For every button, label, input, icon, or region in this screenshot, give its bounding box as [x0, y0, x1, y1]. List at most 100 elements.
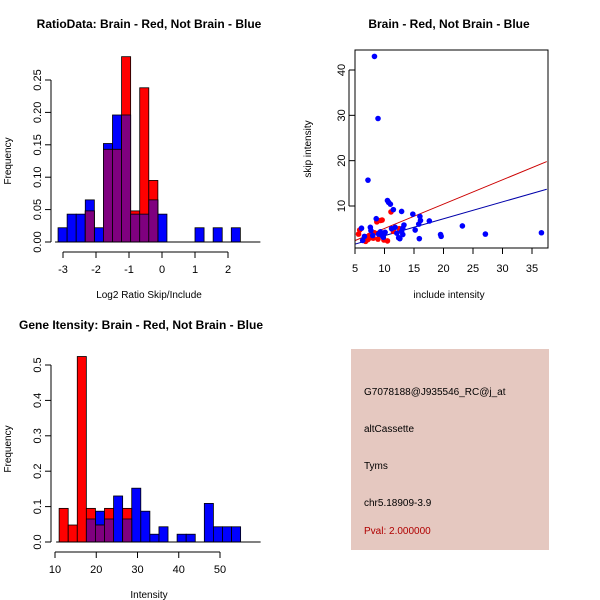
bar-overlap-3 — [85, 518, 96, 543]
bar-not-brain-13 — [222, 526, 232, 543]
point-not-brain-9 — [375, 115, 381, 122]
point-not-brain-5 — [368, 227, 374, 234]
x-tick-label: 2 — [225, 264, 231, 276]
point-not-brain-38 — [459, 223, 466, 229]
bar-not-brain-8 — [158, 526, 169, 543]
scatter-title: Brain - Red, Not Brain - Blue — [368, 17, 530, 31]
ratio-hist-ylabel: Frequency — [3, 137, 14, 184]
y-tick-label: 0.15 — [32, 134, 44, 155]
bar-overlap-1 — [103, 148, 113, 243]
point-not-brain-32 — [416, 235, 423, 242]
y-tick-label: 0.4 — [32, 393, 44, 408]
x-tick-label: 20 — [90, 564, 102, 576]
x-tick-label: -1 — [124, 264, 134, 276]
bar-not-brain-6 — [140, 510, 151, 543]
bar-brain-0 — [58, 507, 69, 543]
bar-overlap-5 — [104, 518, 114, 543]
bar-not-brain-12 — [212, 526, 223, 543]
point-not-brain-8 — [373, 215, 380, 222]
x-tick-label: 0 — [159, 264, 165, 276]
x-tick-label: 20 — [437, 263, 449, 275]
gene-hist-title: Gene Itensity: Brain - Red, Not Brain - … — [19, 318, 263, 332]
point-not-brain-35 — [426, 218, 433, 224]
point-not-brain-28 — [399, 225, 406, 232]
x-tick-label: 1 — [192, 264, 198, 276]
point-not-brain-30 — [412, 227, 418, 233]
scatter-ylabel: skip intensity — [303, 120, 314, 177]
y-tick-label: 0.25 — [32, 69, 44, 90]
plot-box — [354, 49, 549, 249]
x-tick-label: 40 — [173, 564, 185, 576]
bar-not-brain-10 — [185, 533, 196, 543]
x-tick-label: 35 — [526, 263, 538, 275]
point-not-brain-3 — [365, 177, 371, 183]
bar-not-brain-14 — [231, 526, 242, 543]
y-tick-label: 0.2 — [32, 464, 44, 479]
y-tick-label: 0.05 — [32, 199, 44, 220]
bar-not-brain-2 — [75, 213, 86, 243]
point-not-brain-14 — [382, 229, 388, 236]
x-tick-label: 30 — [496, 263, 508, 275]
x-tick-label: 15 — [408, 263, 420, 275]
event-type: altCassette — [364, 424, 415, 435]
point-not-brain-0 — [358, 225, 365, 232]
x-tick-label: 30 — [131, 564, 143, 576]
point-not-brain-21 — [394, 230, 400, 236]
y-tick-label: 30 — [336, 109, 348, 121]
y-tick-label: 0.1 — [32, 499, 44, 514]
y-tick-label: 40 — [336, 64, 348, 76]
scatter-xlabel: include intensity — [413, 290, 484, 301]
y-tick-label: 0.0 — [32, 534, 44, 549]
bar-not-brain-7 — [149, 533, 160, 543]
point-not-brain-40 — [538, 229, 545, 236]
point-not-brain-2 — [361, 233, 368, 240]
genomic-location: chr5.18909-3.9 — [364, 498, 432, 509]
bar-not-brain-1 — [66, 213, 77, 243]
point-not-brain-13 — [380, 234, 387, 241]
bar-not-brain-14 — [230, 227, 241, 243]
point-not-brain-23 — [397, 235, 403, 242]
bar-not-brain-12 — [194, 227, 205, 243]
bar-not-brain-9 — [176, 533, 187, 543]
y-tick-label: 20 — [336, 155, 348, 167]
bar-not-brain-11 — [203, 503, 214, 543]
probe-id: G7078188@J935546_RC@j_at — [364, 387, 506, 398]
x-tick-label: 10 — [49, 564, 61, 576]
point-not-brain-37 — [438, 233, 444, 240]
point-not-brain-25 — [399, 231, 406, 238]
y-tick-label: 0.00 — [32, 231, 44, 252]
bar-not-brain-11 — [157, 213, 168, 243]
y-tick-label: 0.3 — [32, 428, 44, 443]
ratio-hist-xlabel: Log2 Ratio Skip/Include — [96, 290, 202, 301]
point-not-brain-27 — [398, 208, 405, 215]
gene-name: Tyms — [364, 461, 388, 472]
bar-not-brain-0 — [57, 227, 68, 243]
x-tick-label: 5 — [352, 263, 358, 275]
x-tick-label: 25 — [467, 263, 479, 275]
ratio-histogram: RatioData: Brain - Red, Not Brain - Blue… — [3, 17, 262, 301]
point-brain-11 — [375, 236, 381, 242]
x-tick-label: 10 — [378, 263, 390, 275]
y-tick-label: 10 — [336, 200, 348, 212]
point-not-brain-19 — [390, 206, 397, 213]
bar-overlap-6 — [148, 199, 159, 243]
brain-fit-line — [355, 161, 547, 242]
point-not-brain-7 — [371, 53, 378, 60]
bar-overlap-0 — [84, 210, 95, 243]
pval-text: Pval: 2.000000 — [364, 526, 431, 537]
point-not-brain-39 — [482, 231, 489, 237]
x-tick-label: -2 — [91, 264, 101, 276]
bar-brain-2 — [76, 356, 87, 543]
bar-not-brain-3 — [113, 495, 124, 543]
gene-hist-xlabel: Intensity — [130, 590, 167, 600]
gene-intensity-histogram: Gene Itensity: Brain - Red, Not Brain - … — [3, 318, 263, 600]
ratio-hist-title: RatioData: Brain - Red, Not Brain - Blue — [37, 17, 262, 31]
bar-overlap-4 — [95, 524, 105, 543]
bar-brain-1 — [67, 524, 78, 543]
point-not-brain-20 — [392, 224, 398, 231]
y-tick-label: 0.5 — [32, 357, 44, 372]
bar-not-brain-13 — [212, 227, 223, 243]
point-not-brain-6 — [369, 232, 376, 239]
bar-overlap-6 — [122, 518, 133, 543]
